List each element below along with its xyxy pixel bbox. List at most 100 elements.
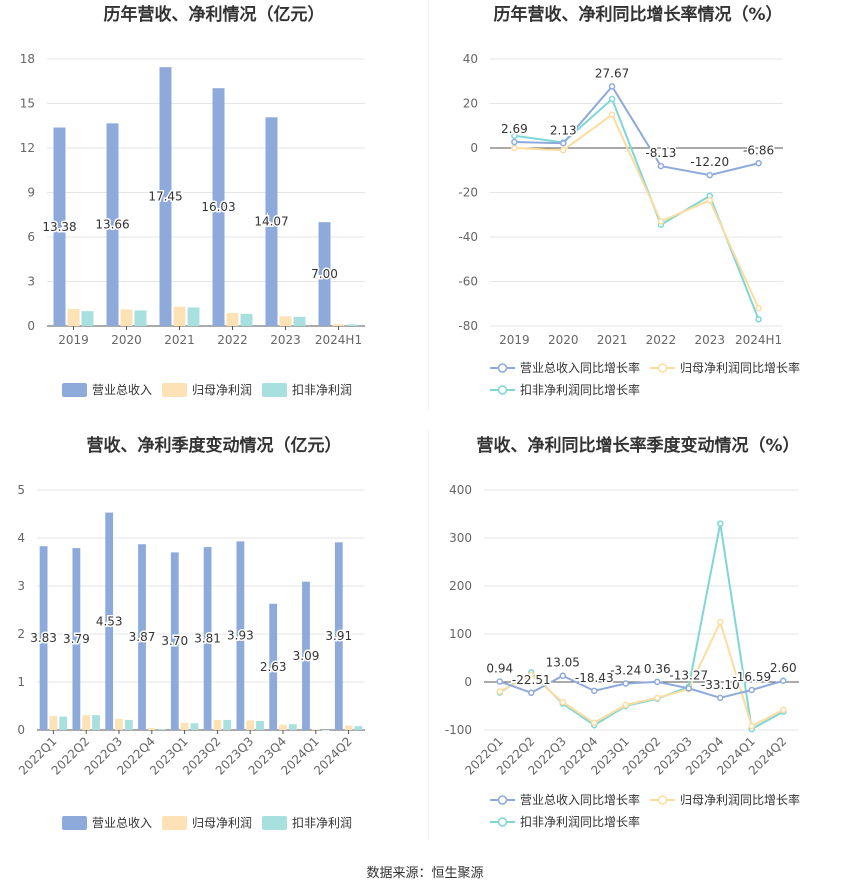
x-tick-label: 2019	[58, 333, 89, 347]
data-point	[780, 677, 787, 685]
y-tick-label: 0	[27, 319, 35, 333]
data-point	[496, 688, 503, 695]
bar-netprofit	[332, 324, 345, 326]
bar-revenue	[170, 552, 179, 730]
bar-deducted	[354, 726, 363, 730]
bar-netprofit	[173, 306, 186, 326]
bar-netprofit	[279, 316, 292, 326]
bar-netprofit	[344, 725, 353, 730]
data-label: 13.66	[95, 218, 129, 232]
chart-title: 营收、净利季度变动情况（亿元）	[87, 435, 342, 456]
bar-deducted	[321, 730, 330, 731]
data-point	[528, 689, 535, 697]
x-tick-label: 2019	[499, 333, 530, 347]
data-point	[706, 171, 713, 179]
data-point	[706, 197, 713, 204]
y-tick-label: 300	[449, 531, 472, 545]
annual-growth-chart: 历年营收、净利同比增长率情况（%） -80 -60 -40 -20 0 20 40 2019 20…	[428, 0, 850, 410]
data-point	[755, 304, 762, 312]
bar-netprofit	[246, 720, 255, 730]
data-point	[622, 701, 629, 709]
x-tick-label: 2020	[548, 333, 579, 347]
data-label: 2.69	[501, 122, 528, 136]
chart-svg: 营收、净利同比增长率季度变动情况（%）-10001002003004002022…	[445, 435, 800, 829]
bar-revenue	[138, 544, 146, 730]
data-label: 3.79	[63, 632, 90, 646]
legend-swatch-marker	[657, 795, 668, 805]
data-label: 14.07	[254, 215, 288, 229]
legend-label: 归母净利润同比增长率	[680, 360, 800, 375]
data-point	[654, 678, 661, 686]
x-tick-label: 2022	[217, 333, 248, 347]
data-point	[654, 694, 661, 702]
bar-netprofit	[120, 309, 133, 326]
chart-title: 营收、净利同比增长率季度变动情况（%）	[476, 435, 799, 456]
data-label: -6.86	[743, 143, 774, 157]
data-point	[657, 218, 665, 225]
legend-swatch	[262, 383, 287, 397]
bar-revenue	[106, 123, 119, 326]
bar-deducted	[157, 729, 166, 730]
data-point	[717, 694, 724, 702]
data-point	[717, 618, 724, 626]
bar-deducted	[187, 307, 200, 326]
data-label: -16.59	[732, 670, 771, 684]
bar-netprofit	[226, 312, 239, 326]
legend-label: 扣非净利润	[292, 383, 352, 397]
legend-label: 营业总收入	[92, 383, 152, 397]
data-point	[496, 678, 503, 685]
bar-deducted	[293, 316, 306, 326]
y-tick-label: 0	[470, 141, 478, 155]
quarterly-revenue-profit-chart: 营收、净利季度变动情况（亿元） 0 1 2 3 4 5 3.83 2022Q1 3.79 2022Q…	[0, 430, 428, 850]
legend-label: 营业总收入同比增长率	[520, 360, 640, 375]
legend-label: 营业总收入同比增长率	[520, 792, 640, 807]
bar-revenue	[269, 603, 278, 730]
data-point	[608, 83, 616, 90]
data-label: 17.45	[148, 190, 182, 204]
panel-divider	[428, 430, 429, 840]
bar-revenue	[212, 88, 225, 326]
data-label: 3.83	[30, 631, 57, 645]
data-label: 3.09	[293, 649, 320, 663]
bar-revenue	[39, 546, 48, 730]
bar-revenue	[236, 541, 245, 730]
legend-swatch-marker	[497, 385, 508, 395]
bar-revenue	[53, 127, 66, 326]
bar-deducted	[288, 724, 297, 730]
chart-svg: 历年营收、净利同比增长率情况（%） -80 -60 -40 -20 0 20 40 2019 20…	[458, 4, 800, 397]
y-tick-label: -60	[458, 275, 478, 289]
data-label: -18.43	[575, 671, 614, 685]
bar-netprofit	[180, 722, 189, 730]
bar-netprofit	[82, 715, 91, 730]
quarterly-growth-chart: 营收、净利同比增长率季度变动情况（%） -100 0 100 200 300 400 2022…	[428, 430, 850, 850]
chart-svg: 营收、净利季度变动情况（亿元）0123453.832022Q13.792022Q…	[16, 435, 365, 830]
y-tick-label: 12	[20, 141, 35, 155]
y-tick-label: 5	[17, 483, 25, 497]
data-label: 4.53	[96, 614, 123, 628]
y-tick-label: -80	[458, 319, 478, 333]
legend-label: 营业总收入	[92, 816, 152, 830]
data-point	[511, 132, 518, 140]
bar-deducted	[134, 310, 147, 326]
series-line-netprofit	[514, 113, 760, 309]
y-tick-label: 6	[27, 230, 35, 244]
x-tick-label: 2022	[646, 333, 677, 347]
data-point	[717, 520, 724, 527]
chart-title: 历年营收、净利同比增长率情况（%）	[493, 4, 782, 25]
x-tick-label: 2023	[694, 333, 725, 347]
data-point	[559, 698, 566, 706]
legend-label: 归母净利润	[192, 816, 252, 830]
y-tick-label: 18	[20, 52, 35, 66]
y-tick-label: 20	[463, 97, 478, 111]
data-label: 3.93	[227, 629, 254, 643]
legend-label: 扣非净利润同比增长率	[520, 382, 640, 397]
bar-revenue	[203, 547, 212, 730]
data-label: 13.05	[546, 656, 580, 670]
y-tick-label: 15	[20, 97, 35, 111]
chart-svg: 历年营收、净利情况（亿元） 0 3 6 9 12 15 18 13.38 2019 13.66 202…	[20, 4, 365, 397]
legend-swatch	[162, 816, 187, 830]
x-tick-label: 2023	[270, 333, 301, 347]
bar-deducted	[223, 719, 232, 730]
y-tick-label: -20	[458, 186, 478, 200]
y-tick-label: 100	[449, 627, 472, 641]
